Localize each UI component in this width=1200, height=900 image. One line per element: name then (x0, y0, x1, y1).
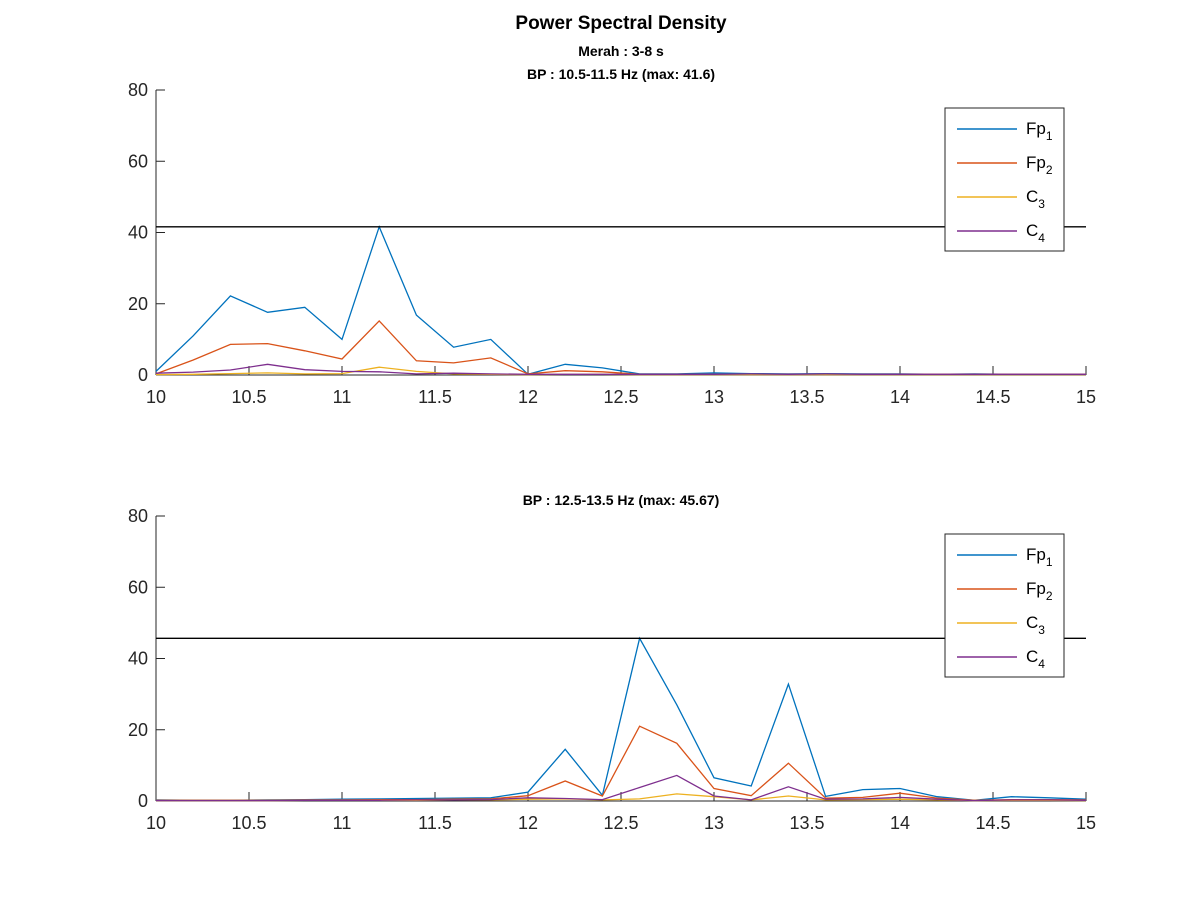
x-tick-label: 14.5 (975, 387, 1010, 407)
y-tick-label: 60 (128, 151, 148, 171)
legend-box (944, 533, 1065, 678)
x-tick-label: 14 (890, 813, 910, 833)
plot-1: 10 10.5 11 11.5 12 12.5 13 13.5 14 14.5 15 0 20 40 60 8… (128, 80, 1096, 407)
series-line-c4 (155, 363, 1086, 375)
y-tick-label: 0 (138, 365, 148, 385)
x-tick-label: 10.5 (231, 387, 266, 407)
x-tick-label: 11.5 (418, 813, 452, 833)
x-tick-label: 13 (704, 813, 724, 833)
x-tick-label: 10 (146, 387, 166, 407)
x-tick-label: 13 (704, 387, 724, 407)
plot1-subtitle: Merah : 3-8 s (578, 43, 664, 59)
x-tick-label: 11 (333, 813, 352, 833)
series-line-fp2 (156, 725, 1087, 801)
x-tick-label: 13.5 (789, 813, 824, 833)
y-tick-label: 40 (128, 223, 148, 243)
y-tick-label: 40 (128, 649, 148, 669)
x-tick-label: 15 (1076, 813, 1096, 833)
x-tick-label: 13.5 (789, 387, 824, 407)
y-tick-label: 80 (128, 506, 148, 526)
x-tick-label: 12 (518, 813, 538, 833)
plot2-title: BP : 12.5-13.5 Hz (max: 45.67) (523, 492, 720, 508)
y-tick-label: 20 (128, 720, 148, 740)
legend-box (944, 107, 1065, 252)
x-tick-label: 10 (146, 813, 166, 833)
y-tick-label: 80 (128, 80, 148, 100)
y-tick-label: 60 (128, 577, 148, 597)
x-tick-label: 11 (333, 387, 352, 407)
figure-title: Power Spectral Density (515, 13, 727, 34)
y-tick-label: 20 (128, 294, 148, 314)
x-tick-label: 11.5 (418, 387, 452, 407)
series-line-c4 (156, 774, 1087, 802)
y-tick-label: 0 (138, 791, 148, 811)
x-tick-label: 12 (518, 387, 538, 407)
plot1-title: BP : 10.5-11.5 Hz (max: 41.6) (527, 66, 715, 82)
x-tick-label: 15 (1076, 387, 1096, 407)
x-tick-label: 12.5 (603, 387, 638, 407)
x-tick-label: 14.5 (975, 813, 1010, 833)
x-tick-label: 10.5 (231, 813, 266, 833)
plot-2: 10 10.5 11 11.5 12 12.5 13 13.5 14 14.5 15 0 20 40 60 8… (128, 506, 1096, 833)
x-tick-label: 14 (890, 387, 910, 407)
x-tick-label: 12.5 (603, 813, 638, 833)
